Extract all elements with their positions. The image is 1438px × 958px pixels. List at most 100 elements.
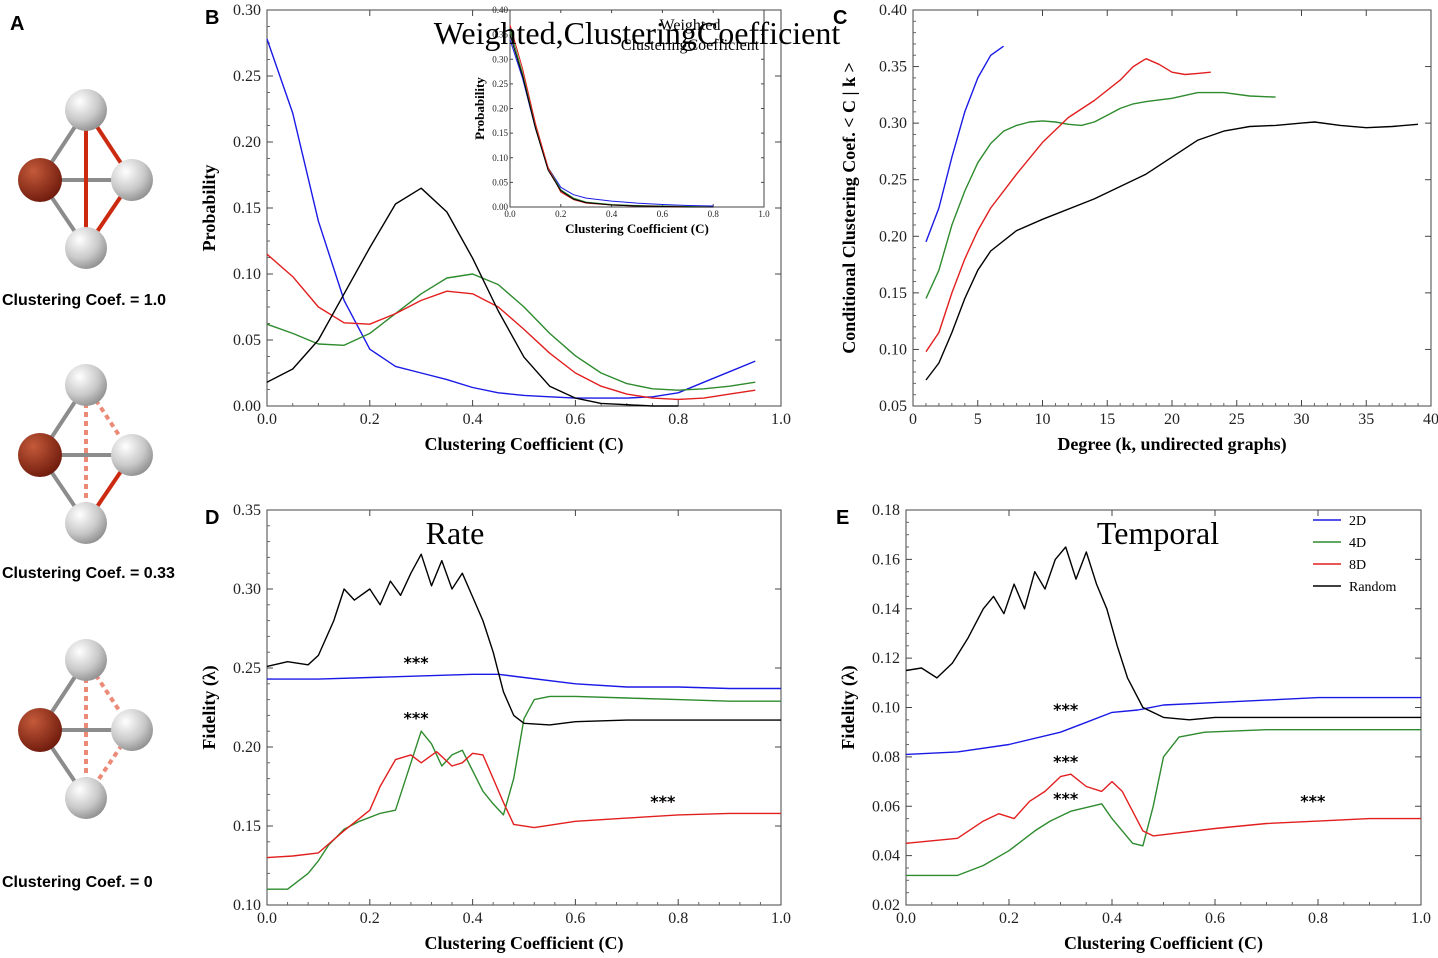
x-tick-label: 1.0: [771, 910, 791, 927]
x-axis-title: Clustering Coefficient (C): [425, 434, 624, 455]
series-line-2d: [925, 45, 1005, 243]
x-tick-label: 0.4: [606, 209, 618, 219]
panel-a: A Clustering Coef. = 1.0 Clustering Coef.…: [2, 13, 175, 891]
series-line-4d: [925, 91, 1276, 299]
y-tick-label: 0.25: [492, 79, 508, 89]
y-tick-label: 0.10: [879, 341, 907, 358]
y-tick-label: 0.25: [879, 172, 907, 189]
graph-node-top: [65, 364, 107, 406]
chart-d-rate-fidelity: 0.0 0.2 0.4 0.6 0.8 1.0 0.10 0.15 0.20 0.25 0.30 0.…: [199, 502, 791, 954]
panel-letter: C: [833, 7, 847, 29]
x-tick-label: 0.0: [896, 910, 916, 927]
panel-letter: E: [836, 507, 849, 529]
x-tick-label: 0.0: [504, 209, 516, 219]
x-tick-label: 15: [1099, 411, 1115, 428]
series-line-random: [925, 121, 1419, 381]
x-tick-label: 0.0: [257, 411, 277, 428]
x-tick-label: 0.8: [708, 209, 720, 219]
clustering-graph-3: Clustering Coef. = 0: [2, 639, 153, 891]
x-tick-label: 10: [1035, 411, 1051, 428]
legend-label-random: Random: [1349, 580, 1397, 595]
y-tick-label: 0.20: [879, 228, 907, 245]
y-tick-label: 0.35: [879, 59, 907, 76]
x-tick-label: 0.8: [668, 910, 688, 927]
y-tick-label: 0.40: [492, 5, 508, 15]
y-axis-title: Fidelity (λ): [199, 665, 220, 749]
x-tick-label: 0.2: [555, 209, 566, 219]
x-tick-label: 0: [909, 411, 917, 428]
significance-stars: ***: [1053, 789, 1079, 808]
y-tick-label: 0.40: [879, 2, 907, 19]
graph-node-center: [18, 433, 62, 477]
inset-title: ClusteringCoefficient: [621, 37, 760, 54]
plot-frame: [266, 509, 782, 906]
y-tick-label: 0.35: [492, 30, 508, 40]
x-axis-title: Degree (k, undirected graphs): [1057, 434, 1286, 455]
x-tick-label: 5: [974, 411, 982, 428]
y-tick-label: 0.05: [492, 177, 508, 187]
y-tick-label: 0.20: [233, 134, 261, 151]
graph-node-right: [111, 434, 153, 476]
x-tick-label: 0.2: [999, 910, 1019, 927]
x-tick-label: 0.8: [668, 411, 688, 428]
chart-c-conditional-clustering: 0 5 10 15 20 25 30 35 40 0.05 0.10 0.15 0.20 0.25 0.30…: [833, 2, 1438, 455]
y-tick-label: 0.14: [872, 601, 900, 618]
graph-node-right: [111, 159, 153, 201]
legend-label-2d: 2D: [1349, 514, 1366, 529]
legend-label-4d: 4D: [1349, 536, 1366, 551]
x-tick-label: 30: [1294, 411, 1310, 428]
y-axis-title: Fidelity (λ): [838, 665, 859, 749]
y-tick-label: 0.20: [233, 739, 261, 756]
y-axis-title: Probability: [472, 77, 487, 140]
series-line-2d: [267, 673, 781, 690]
significance-stars: ***: [1053, 700, 1079, 719]
y-tick-label: 0.05: [233, 332, 261, 349]
x-tick-label: 35: [1358, 411, 1374, 428]
x-tick-label: 0.4: [463, 910, 483, 927]
x-axis-title: Clustering Coefficient (C): [565, 221, 709, 236]
y-tick-label: 0.30: [233, 581, 261, 598]
y-tick-label: 0.10: [492, 153, 508, 163]
y-tick-label: 0.12: [872, 650, 900, 667]
chart-e-temporal-fidelity: 0.0 0.2 0.4 0.6 0.8 1.0 0.02 0.04 0.06 0.08 0.10 0.…: [836, 502, 1431, 954]
x-tick-label: 0.6: [565, 411, 585, 428]
chart-title: Temporal: [1097, 515, 1219, 551]
x-tick-label: 0.4: [463, 411, 483, 428]
graph-node-center: [18, 708, 62, 752]
series-line-random: [905, 546, 1421, 721]
y-tick-label: 0.30: [233, 2, 261, 19]
x-tick-label: 1.0: [758, 209, 770, 219]
graph-node-top: [65, 639, 107, 681]
x-axis-title: Clustering Coefficient (C): [1064, 933, 1263, 954]
clustering-graph-1: Clustering Coef. = 1.0: [2, 89, 166, 309]
y-tick-label: 0.15: [879, 285, 907, 302]
y-tick-label: 0.08: [872, 749, 900, 766]
panel-letter: D: [205, 507, 219, 529]
y-tick-label: 0.05: [879, 398, 907, 415]
graph-node-bottom: [65, 502, 107, 544]
x-tick-label: 0.8: [1308, 910, 1328, 927]
x-axis-title: Clustering Coefficient (C): [425, 933, 624, 954]
x-tick-label: 0.6: [1205, 910, 1225, 927]
y-tick-label: 0.35: [233, 502, 261, 519]
y-tick-label: 0.15: [233, 200, 261, 217]
x-tick-label: 0.6: [657, 209, 669, 219]
series-line-random: [266, 187, 679, 407]
series-line-4d: [906, 729, 1421, 877]
x-tick-label: 0.4: [1102, 910, 1122, 927]
y-tick-label: 0.30: [879, 115, 907, 132]
series-line-8d: [925, 58, 1211, 353]
x-tick-label: 1.0: [771, 411, 791, 428]
x-tick-label: 1.0: [1411, 910, 1431, 927]
panel-letter: B: [205, 7, 219, 29]
graph-node-right: [111, 709, 153, 751]
y-tick-label: 0.16: [872, 551, 900, 568]
clustering-coef-label: Clustering Coef. = 0.33: [2, 565, 175, 582]
significance-stars: ***: [650, 792, 676, 811]
plot-frame: [905, 509, 1422, 906]
graph-node-center: [18, 158, 62, 202]
x-tick-label: 25: [1229, 411, 1245, 428]
clustering-coef-label: Clustering Coef. = 0: [2, 874, 153, 891]
clustering-graph-2: Clustering Coef. = 0.33: [2, 364, 175, 582]
